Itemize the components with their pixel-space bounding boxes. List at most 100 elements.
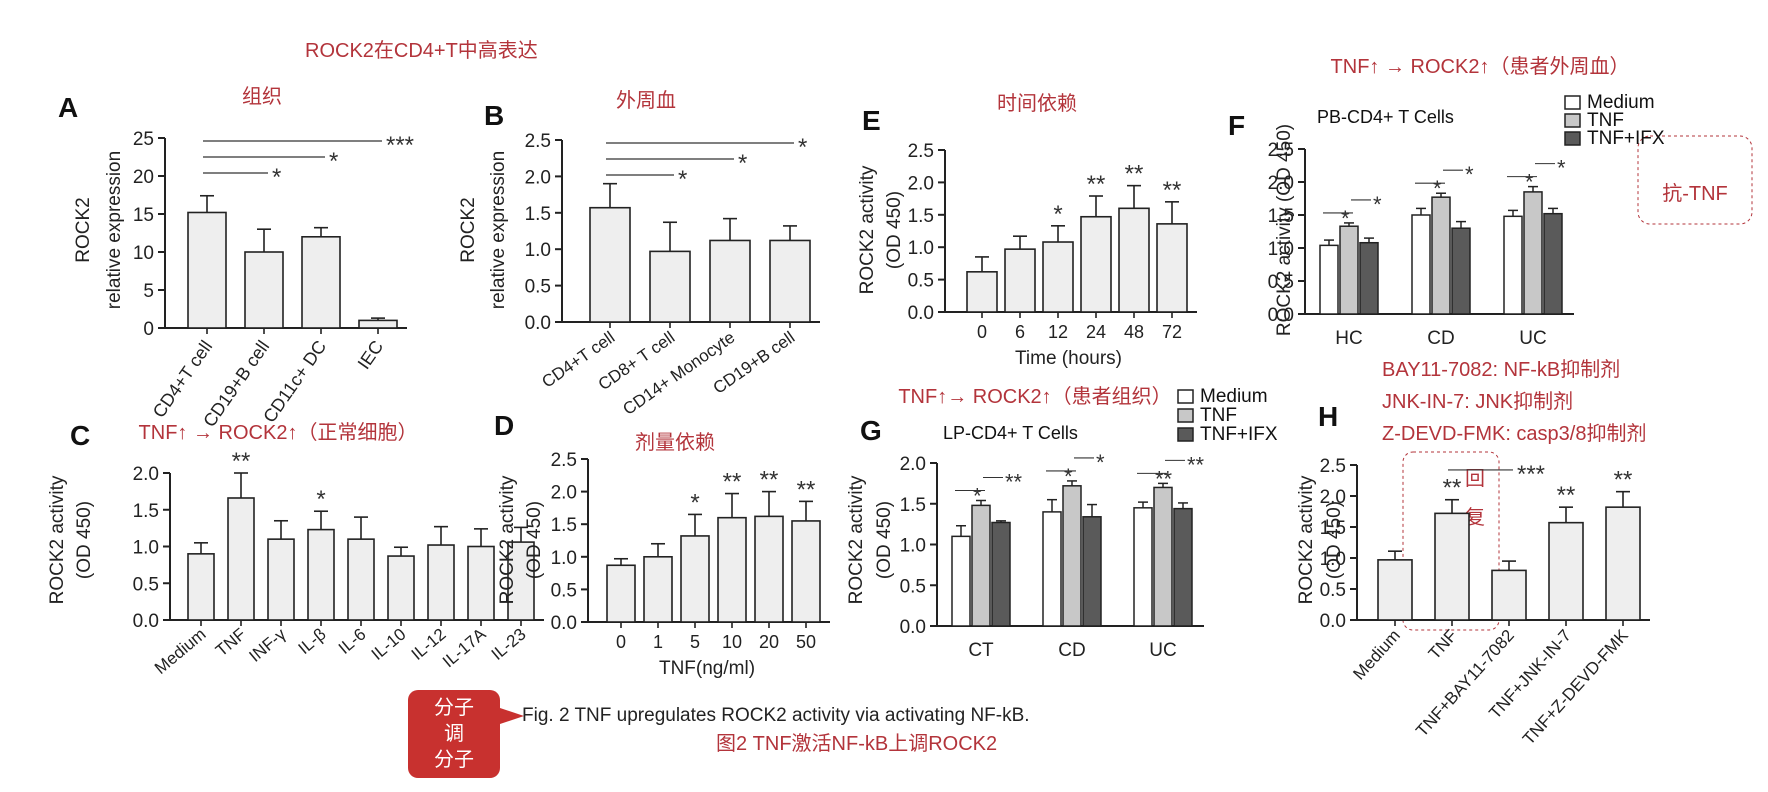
panel-f-bracket-significance: * bbox=[1557, 156, 1566, 181]
panel-e-x-axis-title: Time (hours) bbox=[1015, 348, 1122, 369]
panel-g-bar-tnf-ifx bbox=[1082, 516, 1102, 627]
panel-letter-b: B bbox=[484, 100, 504, 131]
panel-c-bar bbox=[307, 528, 335, 621]
panel-g-bracket-significance: * bbox=[973, 483, 982, 508]
panel-b-bracket-significance: * bbox=[738, 150, 747, 177]
panel-g-legend-swatch bbox=[1177, 389, 1194, 404]
panel-g-y-axis-title: ROCK2 activity bbox=[846, 475, 867, 604]
panel-g-y-tick-label: 2.0 bbox=[900, 454, 926, 475]
panel-g-bracket-significance: ** bbox=[1155, 466, 1173, 491]
panel-d-bar bbox=[680, 535, 710, 623]
panel-g-subtitle: LP-CD4+ T Cells bbox=[943, 423, 1078, 443]
panel-c-category-label: IL-10 bbox=[368, 625, 410, 664]
panel-a-y-tick-label: 20 bbox=[133, 167, 154, 188]
panel-d-y-axis-title: (OD 450) bbox=[524, 501, 545, 579]
panel-f-bar-tnf bbox=[1431, 196, 1451, 315]
panel-f-bracket-significance: * bbox=[1525, 170, 1534, 195]
recovery-box bbox=[1402, 451, 1500, 631]
panel-a-category-label: IEC bbox=[354, 337, 388, 373]
panel-f-legend-swatch bbox=[1564, 95, 1581, 110]
panel-b-bar bbox=[589, 206, 631, 323]
panel-h-y-tick-label: 0.0 bbox=[1320, 611, 1346, 632]
panel-h-bar bbox=[1491, 569, 1527, 621]
caption-english: Fig. 2 TNF upregulates ROCK2 activity vi… bbox=[522, 705, 1030, 726]
panel-g-category-label: UC bbox=[1149, 640, 1176, 661]
panel-c-category-label: IL-23 bbox=[488, 625, 530, 664]
panel-g-y-axis-title: (OD 450) bbox=[874, 501, 895, 579]
panel-g-legend-label: Medium bbox=[1200, 386, 1268, 407]
panel-e-category-label: 48 bbox=[1124, 322, 1144, 342]
panel-h-bar bbox=[1434, 512, 1470, 621]
panel-d-bar bbox=[643, 555, 673, 623]
panel-c-category-label: IL-17A bbox=[439, 624, 490, 671]
panel-letter-h: H bbox=[1318, 401, 1338, 432]
panel-g-bracket-significance: * bbox=[1096, 450, 1105, 475]
panel-c-y-tick-label: 1.5 bbox=[133, 501, 159, 522]
panel-h-y-tick-label: 2.0 bbox=[1320, 487, 1346, 508]
panel-d-bar bbox=[717, 516, 747, 623]
caption-badge: 分子 调 分子 bbox=[408, 690, 524, 778]
panel-letter-g: G bbox=[860, 415, 882, 446]
panel-a-bar bbox=[358, 319, 398, 329]
panel-letter-a: A bbox=[58, 92, 78, 123]
panel-d-y-tick-label: 1.0 bbox=[551, 548, 577, 569]
panel-f-bar-tnf-ifx bbox=[1543, 212, 1563, 315]
panel-e-category-label: 72 bbox=[1162, 322, 1182, 342]
panel-c-y-tick-label: 1.0 bbox=[133, 538, 159, 559]
panel-f-legend-swatch bbox=[1564, 131, 1581, 146]
panel-e-category-label: 6 bbox=[1015, 322, 1025, 342]
panel-h-bar-significance: ** bbox=[1443, 475, 1462, 502]
panel-g-bar-tnf-ifx bbox=[1173, 507, 1193, 627]
panel-a-bar bbox=[244, 251, 284, 329]
panel-e-chart: 0.0 0.5 1.0 1.5 2.0 2.5 ROCK2 activity (OD 450)… bbox=[857, 92, 1197, 369]
panel-g-bracket-significance: ** bbox=[1187, 452, 1205, 477]
panel-g-y-tick-label: 0.0 bbox=[900, 617, 926, 638]
panel-f-y-tick-label: 0.0 bbox=[1268, 305, 1294, 326]
panel-h-category-label: TNF bbox=[1425, 626, 1461, 663]
panel-g-bracket-significance: * bbox=[1064, 464, 1073, 489]
panel-f-bar-tnf bbox=[1523, 191, 1543, 315]
panel-b-category-label: CD14+ Monocyte bbox=[619, 328, 738, 419]
panel-b-heading: 外周血 bbox=[616, 89, 676, 112]
panel-f-bracket-significance: * bbox=[1433, 176, 1442, 201]
panel-f-bracket-significance: * bbox=[1341, 206, 1350, 231]
panel-e-category-label: 0 bbox=[977, 322, 987, 342]
panel-d-category-label: 5 bbox=[690, 632, 700, 652]
panel-f-bar-medium bbox=[1319, 244, 1339, 315]
panel-c-bar bbox=[387, 555, 415, 621]
panel-letter-e: E bbox=[862, 105, 881, 136]
panel-f-category-label: UC bbox=[1519, 328, 1546, 349]
panel-e-y-tick-label: 1.5 bbox=[908, 206, 934, 227]
panel-b-chart: 0.0 0.5 1.0 1.5 2.0 2.5 ROCK2 relative expressi… bbox=[458, 89, 820, 419]
panel-f-y-tick-label: 1.5 bbox=[1268, 206, 1294, 227]
panel-f-bar-tnf-ifx bbox=[1451, 227, 1471, 315]
panel-c-y-tick-label: 0.0 bbox=[133, 611, 159, 632]
panel-h-bar bbox=[1377, 559, 1413, 621]
panel-f-subtitle: PB-CD4+ T Cells bbox=[1317, 107, 1454, 127]
panel-g-y-tick-label: 1.5 bbox=[900, 495, 926, 516]
panel-b-y-axis-title: ROCK2 bbox=[458, 197, 479, 262]
panel-d-category-label: 1 bbox=[653, 632, 663, 652]
badge-line-2: 调 bbox=[444, 722, 464, 745]
panel-b-y-tick-label: 1.0 bbox=[525, 240, 551, 261]
panel-b-bar bbox=[649, 250, 691, 323]
panel-h-y-tick-label: 2.5 bbox=[1320, 456, 1346, 477]
panel-e-bar bbox=[1080, 215, 1112, 313]
panel-f-y-tick-label: 2.0 bbox=[1268, 173, 1294, 194]
panel-g-bar-tnf-ifx bbox=[991, 521, 1011, 627]
panel-d-y-axis-title: ROCK2 activity bbox=[497, 475, 518, 604]
panel-f-y-tick-label: 1.0 bbox=[1268, 239, 1294, 260]
panel-c-chart: 0.0 0.5 1.0 1.5 2.0 ROCK2 activity (OD 450) TNF… bbox=[47, 421, 544, 678]
panel-d-heading: 剂量依赖 bbox=[635, 431, 715, 454]
panel-g-y-tick-label: 1.0 bbox=[900, 536, 926, 557]
panel-b-y-tick-label: 1.5 bbox=[525, 204, 551, 225]
recovery-note-2: 复 bbox=[1465, 506, 1485, 529]
panel-e-bar-significance: ** bbox=[1125, 161, 1144, 188]
panel-d-bar bbox=[791, 520, 821, 623]
panel-a-y-axis-title: ROCK2 bbox=[73, 197, 94, 262]
panel-b-bracket-significance: * bbox=[798, 134, 807, 161]
badge-line-3: 分子 bbox=[434, 748, 474, 771]
panel-d-y-tick-label: 0.5 bbox=[551, 580, 577, 601]
panel-e-y-tick-label: 0.0 bbox=[908, 303, 934, 324]
panel-b-bar bbox=[709, 239, 751, 323]
